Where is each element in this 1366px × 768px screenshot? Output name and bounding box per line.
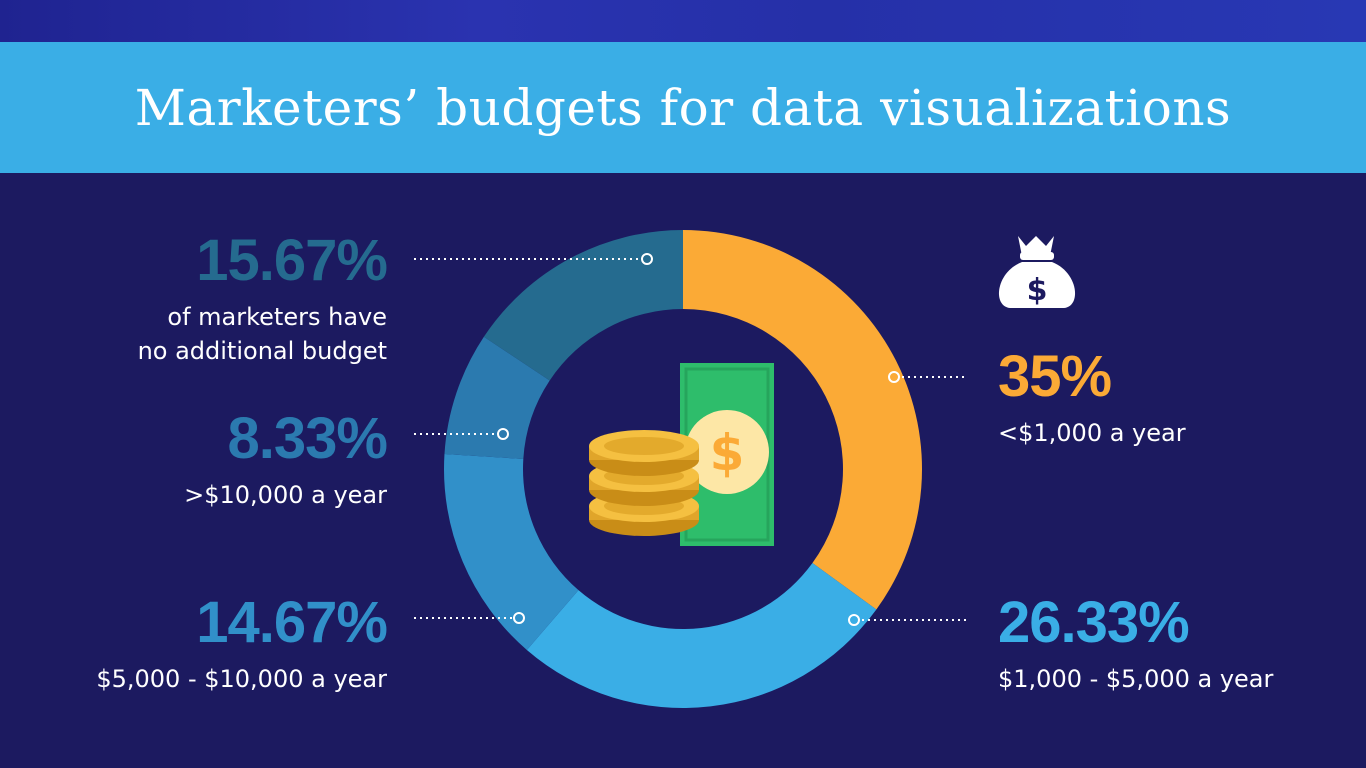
stat-label: >$10,000 a year xyxy=(184,481,387,509)
stat-label: <$1,000 a year xyxy=(998,419,1186,447)
leader-marker-35 xyxy=(888,371,900,383)
stat-value: 15.67% xyxy=(196,228,388,293)
leader-lines xyxy=(414,258,966,621)
stat-label-line2: no additional budget xyxy=(137,337,387,365)
page-title: Marketers’ budgets for data visualizatio… xyxy=(134,78,1232,137)
stat-label: $5,000 - $10,000 a year xyxy=(96,665,387,693)
stat-value: 14.67% xyxy=(196,590,388,655)
donut-slice-1 xyxy=(526,563,877,708)
callout-14-67: 14.67% $5,000 - $10,000 a year xyxy=(96,590,388,696)
stat-value: 26.33% xyxy=(998,590,1190,655)
leader-marker-15-67 xyxy=(641,253,653,265)
stat-value: 8.33% xyxy=(227,406,388,471)
donut-slice-4 xyxy=(483,229,683,381)
stat-value: 35% xyxy=(998,344,1112,409)
callout-26-33: 26.33% $1,000 - $5,000 a year xyxy=(998,594,1273,696)
donut-slice-2 xyxy=(444,453,579,650)
svg-text:$: $ xyxy=(1027,273,1048,308)
svg-text:$: $ xyxy=(710,424,745,482)
donut-slice-0 xyxy=(683,230,922,610)
title-band: Marketers’ budgets for data visualizatio… xyxy=(0,42,1366,173)
callout-8-33: 8.33% >$10,000 a year xyxy=(184,406,388,512)
leader-marker-14-67 xyxy=(513,612,525,624)
callout-15-67: 15.67% of marketers have no additional b… xyxy=(137,228,388,368)
money-bag-icon: $ xyxy=(998,236,1076,308)
donut-slice-3 xyxy=(444,336,550,459)
top-decorative-strip xyxy=(0,0,1366,42)
donut-slices xyxy=(444,229,922,708)
money-cash-and-coins-icon: $ xyxy=(589,363,774,546)
stat-label: $1,000 - $5,000 a year xyxy=(998,665,1274,693)
callout-35: 35% <$1,000 a year xyxy=(998,348,1186,450)
stat-label-line1: of marketers have xyxy=(167,303,387,331)
leader-marker-26-33 xyxy=(848,614,860,626)
leader-markers xyxy=(497,253,900,626)
leader-marker-8-33 xyxy=(497,428,509,440)
